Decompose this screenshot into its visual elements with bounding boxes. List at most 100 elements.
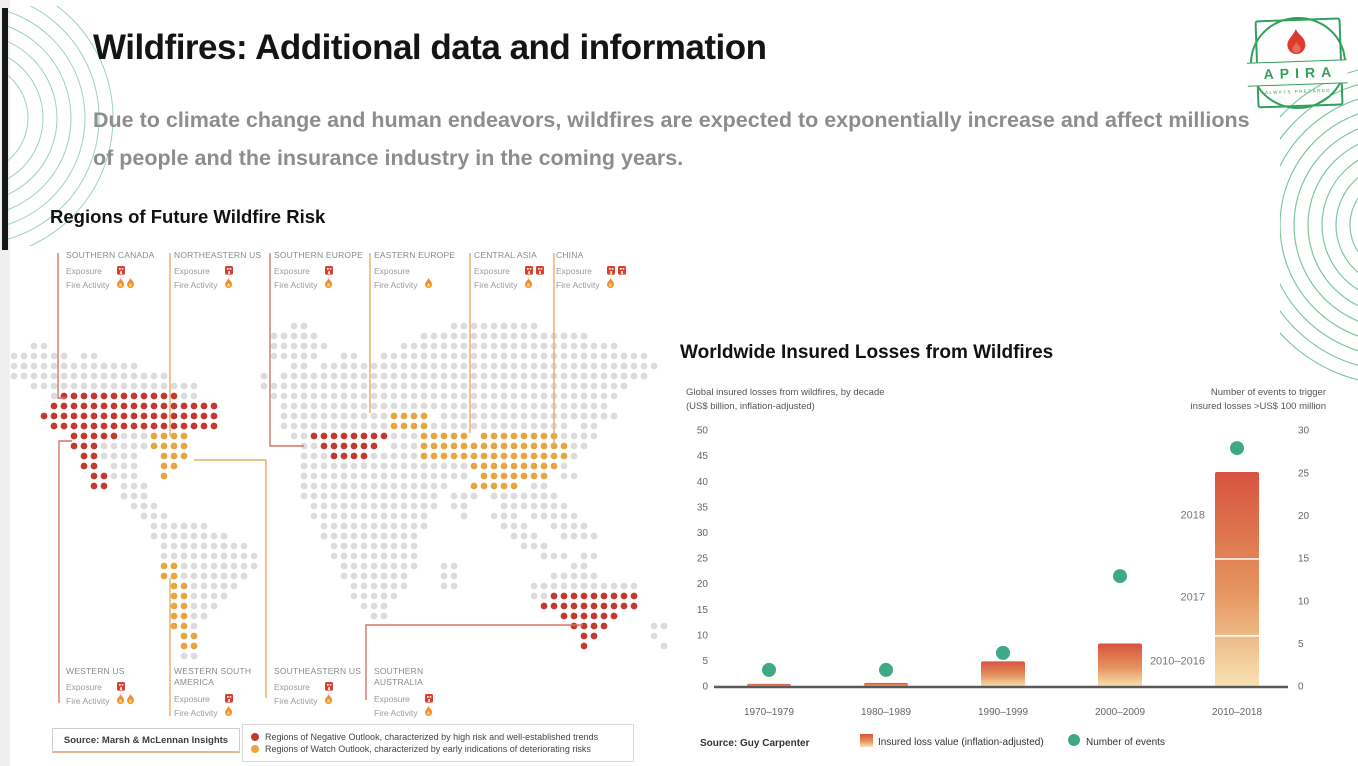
map-legend: Regions of Negative Outlook, characteriz… — [242, 724, 634, 762]
region-label-southern-canada: SOUTHERN CANADA Exposure Fire Activity — [66, 250, 164, 292]
flame-icon — [127, 278, 134, 289]
region-name: WESTERN US — [66, 666, 125, 676]
region-fire-row: Fire Activity — [66, 694, 164, 708]
region-exposure-row: Exposure — [474, 265, 572, 278]
map-dots — [10, 322, 668, 660]
left-edge-strip — [0, 0, 10, 766]
chart-canvas: 0 5 10 15 20 25 30 35 40 45 50 0 5 10 15 20 25 30 2010–201… — [697, 426, 1310, 749]
svg-text:25: 25 — [697, 554, 709, 565]
region-name: SOUTHERN AUSTRALIA — [374, 666, 424, 688]
svg-text:2010–2018: 2010–2018 — [1212, 707, 1262, 718]
flame-icon — [425, 705, 432, 716]
region-fire-row: Fire Activity — [274, 694, 372, 708]
region-name: WESTERN SOUTH AMERICA — [174, 666, 252, 688]
flame-icon — [607, 278, 614, 289]
region-name: CENTRAL ASIA — [474, 250, 538, 260]
flame-icon — [117, 694, 124, 705]
region-exposure-row: Exposure — [66, 265, 164, 278]
region-label-western-us: WESTERN US Exposure Fire Activity — [66, 666, 164, 708]
region-fire-row: Fire Activity — [174, 705, 272, 720]
svg-text:1970–1979: 1970–1979 — [744, 707, 794, 718]
svg-text:50: 50 — [697, 426, 709, 437]
region-label-northeastern-us: NORTHEASTERN US Exposure Fire Activity — [174, 250, 272, 292]
leader-line-southern-canada — [57, 253, 66, 399]
region-label-china: CHINA Exposure Fire Activity — [556, 250, 654, 292]
page-title: Wildfires: Additional data and informati… — [93, 28, 767, 67]
map-section-heading: Regions of Future Wildfire Risk — [50, 206, 326, 227]
x-category-labels: 1970–1979 1980–1989 1990–1999 2000–2009 2010… — [744, 707, 1262, 718]
chart-source: Source: Guy Carpenter — [700, 738, 810, 749]
leader-line-western-us — [58, 440, 72, 703]
region-label-southern-europe: SOUTHERN EUROPE Exposure Fire Activity — [274, 250, 372, 292]
region-name: SOUTHEASTERN US — [274, 666, 362, 676]
map-source-box: Source: Marsh & McLennan Insights — [52, 728, 240, 753]
region-name: EASTERN EUROPE — [374, 250, 456, 260]
region-exposure-row: Exposure — [174, 265, 272, 278]
right-axis-caption: Number of events to trigger insured loss… — [1190, 387, 1326, 413]
flame-icon — [225, 705, 232, 716]
bar-1990–1999 — [981, 661, 1025, 687]
axis-ticks: 0 5 10 15 20 25 30 35 40 45 50 0 5 10 15 20 25 30 — [697, 426, 1310, 693]
bar-2010–2018 — [1215, 471, 1259, 687]
svg-text:25: 25 — [1298, 468, 1310, 479]
world-dot-map — [10, 253, 668, 716]
svg-text:45: 45 — [697, 451, 709, 462]
legend-label: Regions of Watch Outlook, characterized … — [265, 744, 591, 754]
svg-text:30: 30 — [697, 528, 709, 539]
legend-dot — [251, 733, 259, 741]
leader-lines — [57, 253, 583, 716]
left-black-bar — [2, 8, 8, 250]
legend-dot-label: Number of events — [1086, 737, 1165, 748]
map-legend-item: Regions of Negative Outlook, characteriz… — [251, 732, 633, 742]
loss-bars — [747, 471, 1259, 687]
region-exposure-row: Exposure — [374, 266, 410, 277]
bar-2000–2009 — [1098, 643, 1142, 687]
region-fire-row: Fire Activity — [274, 278, 372, 292]
region-label-eastern-europe: EASTERN EUROPE Exposure Fire Activity — [374, 250, 472, 292]
building-icon — [117, 682, 125, 692]
region-label-southeastern-us: SOUTHEASTERN US Exposure Fire Activity — [274, 666, 372, 708]
region-exposure-row: Exposure — [374, 693, 472, 706]
flame-icon — [425, 278, 432, 289]
svg-text:35: 35 — [697, 502, 709, 513]
building-icon — [618, 266, 626, 276]
building-icon — [607, 266, 615, 276]
region-fire-row: Fire Activity — [174, 278, 272, 292]
region-exposure-row: Exposure — [274, 265, 372, 278]
region-label-southern-australia: SOUTHERN AUSTRALIA Exposure Fire Activity — [374, 666, 472, 719]
region-label-western-south-america: WESTERN SOUTH AMERICA Exposure Fire Activi… — [174, 666, 272, 719]
flame-icon — [117, 278, 124, 289]
building-icon — [536, 266, 544, 276]
stack-label-2010–2016: 2010–2016 — [1150, 655, 1205, 667]
svg-text:1990–1999: 1990–1999 — [978, 707, 1028, 718]
svg-text:0: 0 — [702, 682, 708, 693]
region-exposure-row: Exposure — [556, 265, 654, 278]
region-name: NORTHEASTERN US — [174, 250, 262, 260]
flame-icon — [225, 278, 232, 289]
building-icon — [117, 266, 125, 276]
svg-text:40: 40 — [697, 477, 709, 488]
region-fire-row: Fire Activity — [556, 278, 654, 292]
legend-bar-label: Insured loss value (inflation-adjusted) — [878, 737, 1044, 748]
region-exposure-row: Exposure — [274, 681, 372, 694]
building-icon — [325, 266, 333, 276]
building-icon — [325, 682, 333, 692]
svg-text:5: 5 — [1298, 639, 1304, 650]
apira-logo: APIRA ALWAYS PREPARED — [1245, 11, 1348, 113]
region-name: SOUTHERN EUROPE — [274, 250, 363, 260]
logo-wordmark: APIRA — [1246, 59, 1348, 87]
flame-icon — [127, 694, 134, 705]
left-axis-caption: Global insured losses from wildfires, by… — [686, 387, 885, 413]
svg-text:0: 0 — [1298, 682, 1304, 693]
leader-line-southeastern-us — [194, 459, 267, 698]
flame-icon — [325, 278, 332, 289]
svg-text:1980–1989: 1980–1989 — [861, 707, 911, 718]
region-fire-row: Fire Activity — [66, 278, 164, 292]
legend-label: Regions of Negative Outlook, characteriz… — [265, 732, 599, 742]
building-icon — [225, 693, 233, 703]
map-legend-item: Regions of Watch Outlook, characterized … — [251, 744, 633, 754]
decorative-arcs-right — [1280, 69, 1358, 381]
svg-text:20: 20 — [697, 579, 709, 590]
svg-text:20: 20 — [1298, 511, 1310, 522]
svg-text:15: 15 — [1298, 554, 1310, 565]
